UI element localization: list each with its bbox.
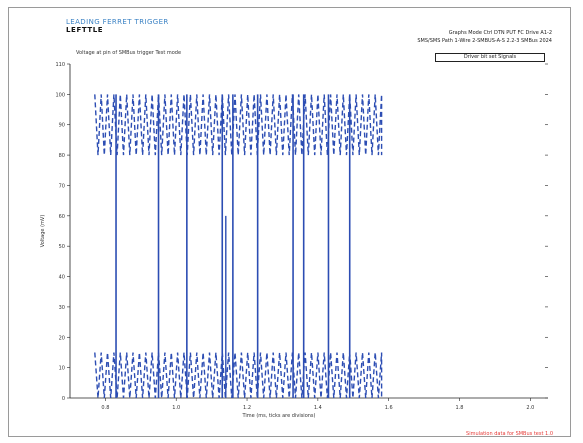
y-tick-label: 110 [55, 62, 65, 68]
x-tick-label: 2.0 [526, 405, 534, 411]
x-tick-label: 1.2 [243, 405, 251, 411]
info-line-1: Graphs Mode Ctrl DTN PUT FC Drive A1-2 [448, 30, 552, 36]
y-axis-title: Voltage (mV) [40, 215, 46, 248]
x-axis-title: Time (ms, ticks are divisions) [242, 413, 316, 419]
y-tick-label: 60 [59, 214, 65, 220]
info-block: Graphs Mode Ctrl DTN PUT FC Drive A1-2 S… [417, 29, 552, 45]
footer-note: Simulation data for SMBus test 1.0 [466, 431, 553, 437]
info-line-2: SMS/SMS Path 1-Wire 2-SMBUS-A-S 2.2-3 SM… [417, 38, 552, 44]
y-tick-label: 50 [59, 244, 65, 250]
info-box: Driver bit set Signals [435, 53, 545, 62]
x-tick-label: 0.8 [101, 405, 109, 411]
low-band-series [94, 352, 383, 399]
x-tick-label: 1.4 [314, 405, 322, 411]
y-tick-label: 90 [59, 123, 65, 129]
high-band-series [94, 94, 383, 156]
brand-logo: LEADING FERRET TRIGGER LEFTTLE [66, 18, 169, 34]
plot-title: Voltage at pin of SMBus trigger Test mod… [76, 50, 182, 56]
y-tick-label: 40 [59, 275, 65, 281]
y-tick-label: 30 [59, 305, 65, 311]
y-tick-label: 80 [59, 153, 65, 159]
y-tick-label: 100 [55, 92, 65, 98]
y-tick-label: 10 [59, 366, 65, 372]
x-tick-label: 1.6 [385, 405, 393, 411]
x-tick-label: 1.8 [456, 405, 464, 411]
y-tick-label: 20 [59, 335, 65, 341]
x-tick-label: 1.0 [172, 405, 180, 411]
y-tick-label: 0 [62, 396, 65, 402]
brand-subtitle: LEFTTLE [66, 26, 104, 34]
y-tick-label: 70 [59, 183, 65, 189]
brand-title: LEADING FERRET TRIGGER [66, 18, 169, 26]
